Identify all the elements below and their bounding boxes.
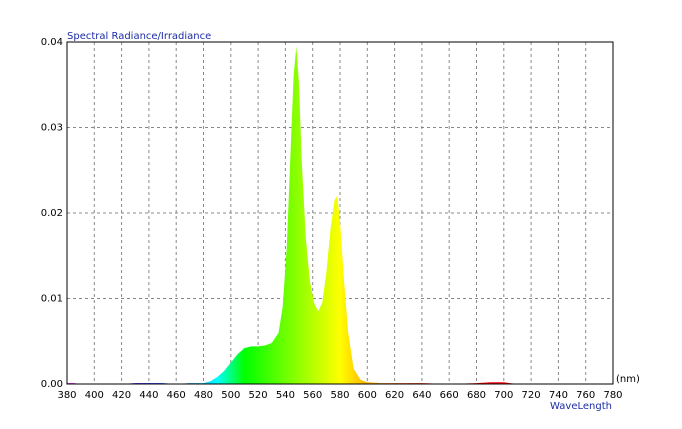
- x-tick-label: 620: [385, 390, 404, 401]
- x-tick-label: 400: [85, 390, 104, 401]
- plot-border: [66, 41, 614, 385]
- x-tick-label: 660: [440, 390, 459, 401]
- x-tick-label: 440: [139, 390, 158, 401]
- x-tick-label: 720: [522, 390, 541, 401]
- x-tick-label: 700: [494, 390, 513, 401]
- x-tick-label: 760: [576, 390, 595, 401]
- x-tick-label: 540: [276, 390, 295, 401]
- x-tick-label: 380: [57, 390, 76, 401]
- x-tick-label: 780: [603, 390, 622, 401]
- y-tick-label: 0.03: [41, 123, 63, 134]
- x-tick-label: 420: [112, 390, 131, 401]
- y-tick-label: 0.00: [41, 379, 63, 390]
- x-tick-label: 600: [358, 390, 377, 401]
- x-tick-label: 580: [330, 390, 349, 401]
- y-tick-label: 0.01: [41, 294, 63, 305]
- spectrum-area: [67, 46, 613, 385]
- x-tick-label: 640: [412, 390, 431, 401]
- y-tick-label: 0.04: [41, 37, 63, 48]
- x-tick-label: 740: [549, 390, 568, 401]
- x-unit: (nm): [616, 374, 640, 385]
- x-tick-label: 500: [221, 390, 240, 401]
- x-tick-label: 560: [303, 390, 322, 401]
- x-tick-label: 680: [467, 390, 486, 401]
- chart-title: Spectral Radiance/Irradiance: [67, 31, 211, 42]
- x-tick-label: 520: [249, 390, 268, 401]
- x-tick-label: 480: [194, 390, 213, 401]
- y-tick-label: 0.02: [41, 208, 63, 219]
- x-axis-label: WaveLength: [550, 401, 612, 412]
- x-tick-label: 460: [167, 390, 186, 401]
